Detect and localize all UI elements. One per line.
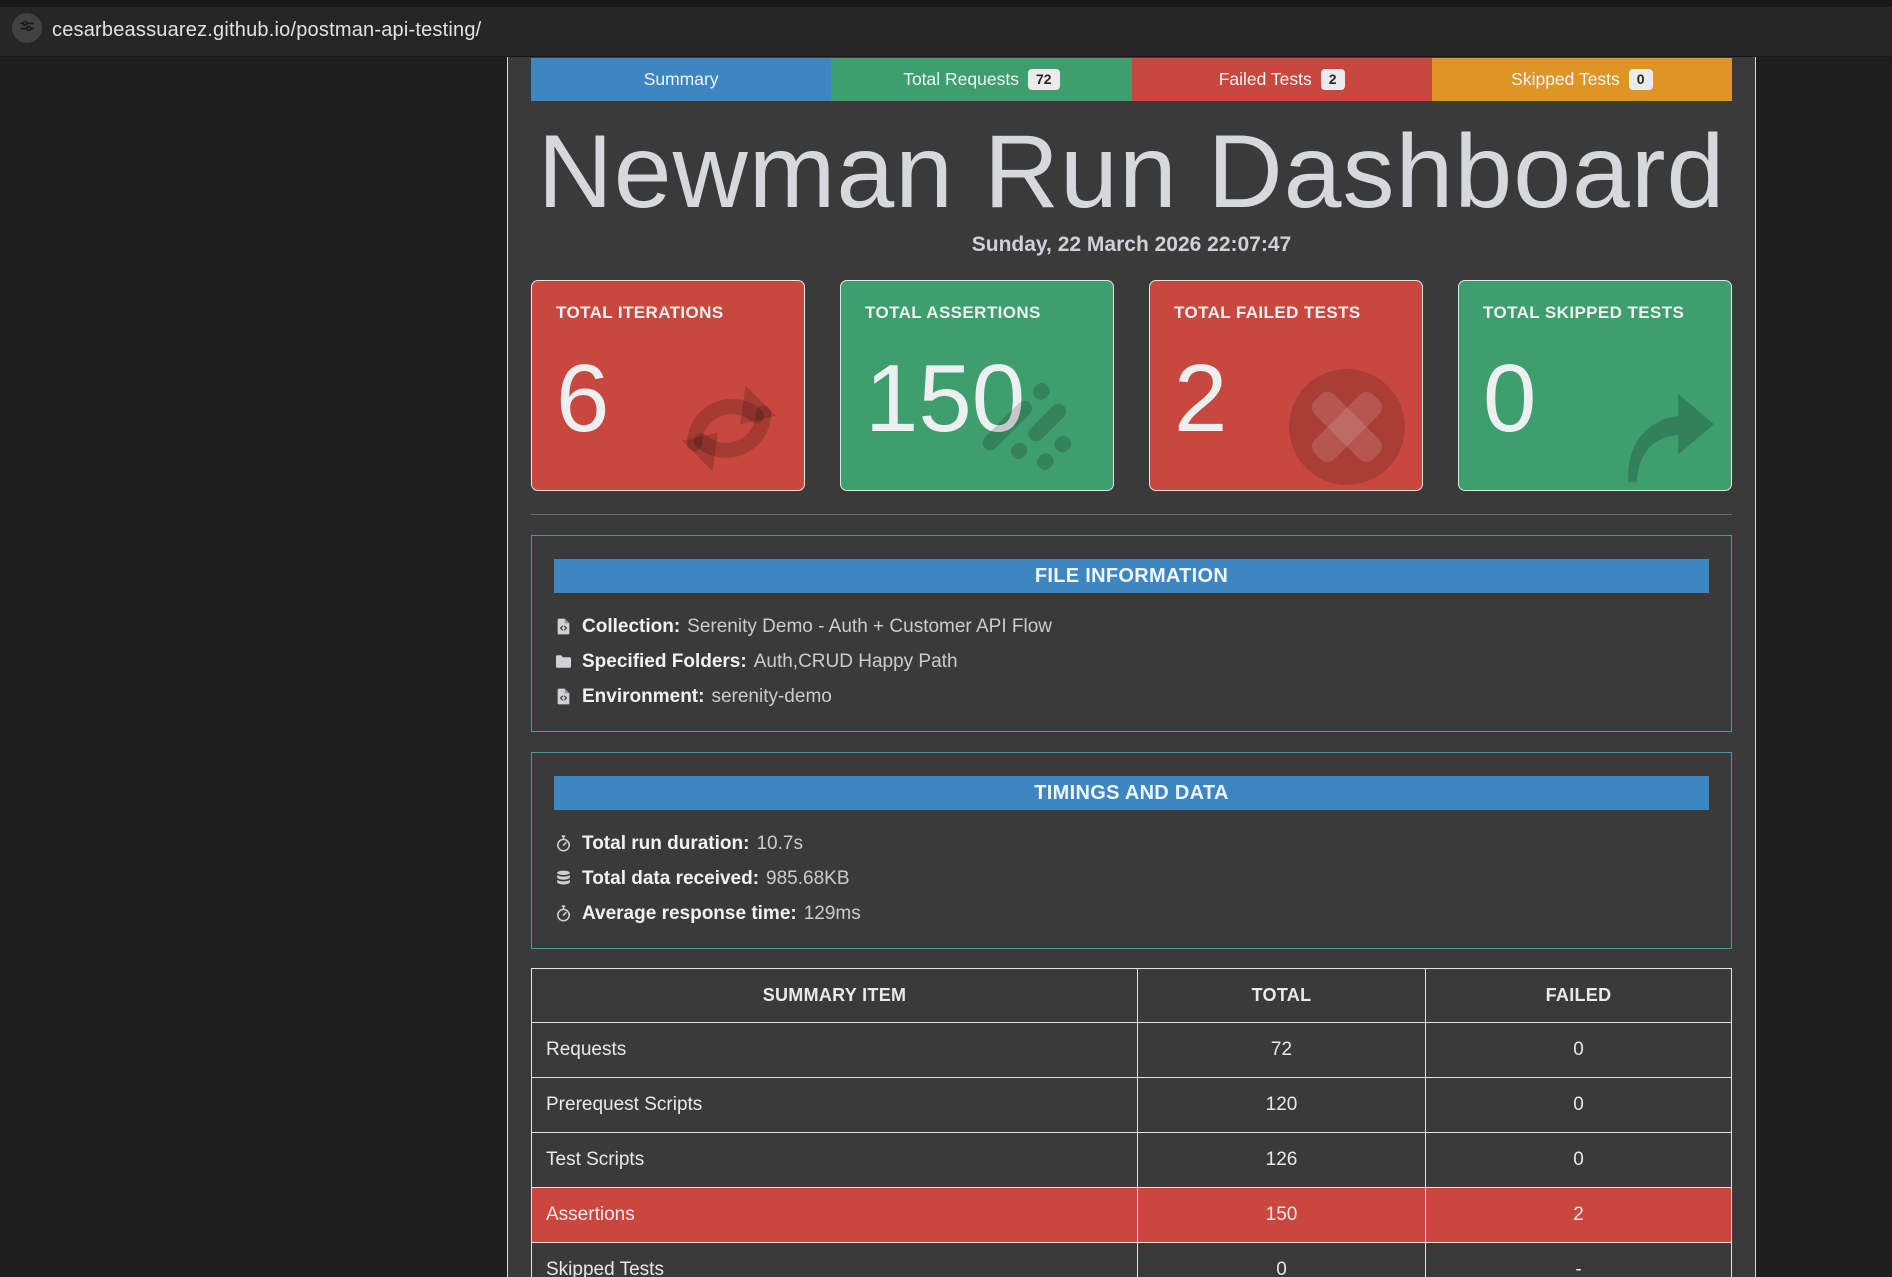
database-icon bbox=[554, 869, 574, 889]
report-tab[interactable]: Total Requests 72 bbox=[831, 58, 1132, 101]
tab-label: Skipped Tests bbox=[1511, 69, 1620, 89]
report-tab[interactable]: Skipped Tests 0 bbox=[1431, 58, 1732, 101]
timings-panel: TIMINGS AND DATA Total run duration: 10.… bbox=[531, 752, 1732, 950]
timing-row: Total data received: 985.68KB bbox=[554, 861, 1709, 896]
timing-label: Total run duration: bbox=[582, 833, 750, 855]
tab-label: Failed Tests bbox=[1218, 69, 1312, 89]
file-information-panel: FILE INFORMATION Collection: Serenity De… bbox=[531, 535, 1732, 733]
report-tab[interactable]: Summary bbox=[531, 58, 832, 101]
timing-row: Average response time: 129ms bbox=[554, 896, 1709, 931]
timing-label: Average response time: bbox=[582, 903, 797, 925]
info-value: serenity-demo bbox=[711, 686, 832, 708]
file-information-row: Specified Folders: Auth,CRUD Happy Path bbox=[554, 644, 1709, 679]
file-information-row: Environment: serenity-demo bbox=[554, 679, 1709, 714]
cell-failed: 2 bbox=[1425, 1187, 1732, 1244]
timing-label: Total data received: bbox=[582, 868, 760, 890]
file-code-icon bbox=[554, 617, 574, 637]
timing-value: 985.68KB bbox=[766, 868, 850, 890]
timing-value: 129ms bbox=[803, 903, 861, 925]
folder-icon bbox=[554, 652, 574, 672]
cell-summary-item: Skipped Tests bbox=[531, 1242, 1138, 1277]
tune-icon bbox=[18, 17, 36, 40]
tab-label: Total Requests bbox=[903, 69, 1019, 89]
file-information-header: FILE INFORMATION bbox=[554, 559, 1709, 594]
cell-summary-item: Assertions bbox=[531, 1187, 1138, 1244]
stat-card-label: TOTAL SKIPPED TESTS bbox=[1483, 303, 1685, 323]
file-code-icon bbox=[554, 687, 574, 707]
timing-row: Total run duration: 10.7s bbox=[554, 826, 1709, 861]
stat-card-value: 2 bbox=[1174, 345, 1228, 453]
table-row: Skipped Tests 0 - bbox=[531, 1242, 1732, 1277]
cell-failed: 0 bbox=[1425, 1077, 1732, 1134]
section-divider bbox=[531, 514, 1732, 516]
table-row: Test Scripts 126 0 bbox=[531, 1132, 1732, 1189]
report-tab[interactable]: Failed Tests 2 bbox=[1131, 58, 1432, 101]
tab-count-badge: 72 bbox=[1027, 69, 1060, 90]
stat-card-label: TOTAL ITERATIONS bbox=[556, 303, 724, 323]
stat-card-value: 150 bbox=[865, 345, 1026, 453]
info-label: Environment: bbox=[582, 686, 705, 708]
tab-count-badge: 0 bbox=[1628, 69, 1653, 90]
stat-card: TOTAL FAILED TESTS 2 bbox=[1149, 280, 1423, 492]
column-header-summary-item: SUMMARY ITEM bbox=[531, 968, 1138, 1024]
cell-summary-item: Prerequest Scripts bbox=[531, 1077, 1138, 1134]
stat-cards-row: TOTAL ITERATIONS 6 TOTAL ASSERTIONS 150 … bbox=[531, 280, 1732, 492]
report-tab-bar: Summary Total Requests 72 Failed Tests 2… bbox=[531, 58, 1732, 101]
page-title: Newman Run Dashboard bbox=[537, 114, 1726, 230]
tab-label: Summary bbox=[643, 69, 719, 89]
stopwatch-icon bbox=[554, 904, 574, 924]
info-label: Specified Folders: bbox=[582, 651, 747, 673]
table-row: Assertions 150 2 bbox=[531, 1187, 1732, 1244]
site-settings-button[interactable] bbox=[12, 13, 42, 43]
stat-card-value: 0 bbox=[1483, 345, 1537, 453]
cell-total: 72 bbox=[1137, 1022, 1426, 1079]
stat-card-label: TOTAL ASSERTIONS bbox=[865, 303, 1041, 323]
timing-value: 10.7s bbox=[756, 833, 803, 855]
stat-card: TOTAL SKIPPED TESTS 0 bbox=[1458, 280, 1732, 492]
browser-address-bar: cesarbeassuarez.github.io/postman-api-te… bbox=[0, 0, 1892, 57]
cell-failed: 0 bbox=[1425, 1132, 1732, 1189]
cell-summary-item: Requests bbox=[531, 1022, 1138, 1079]
stat-card: TOTAL ASSERTIONS 150 bbox=[840, 280, 1114, 492]
cell-total: 120 bbox=[1137, 1077, 1426, 1134]
stat-card: TOTAL ITERATIONS 6 bbox=[531, 280, 805, 492]
table-row: Prerequest Scripts 120 0 bbox=[531, 1077, 1732, 1134]
report-page: Summary Total Requests 72 Failed Tests 2… bbox=[507, 57, 1756, 1277]
stopwatch-icon bbox=[554, 834, 574, 854]
info-value: Serenity Demo - Auth + Customer API Flow bbox=[687, 616, 1053, 638]
timings-header: TIMINGS AND DATA bbox=[554, 776, 1709, 811]
cell-total: 0 bbox=[1137, 1242, 1426, 1277]
cell-total: 150 bbox=[1137, 1187, 1426, 1244]
url-text[interactable]: cesarbeassuarez.github.io/postman-api-te… bbox=[52, 18, 482, 41]
window-top-edge bbox=[0, 0, 1892, 7]
info-value: Auth,CRUD Happy Path bbox=[753, 651, 958, 673]
run-date: Sunday, 22 March 2026 22:07:47 bbox=[971, 233, 1292, 257]
column-header-failed: FAILED bbox=[1425, 968, 1732, 1024]
cell-summary-item: Test Scripts bbox=[531, 1132, 1138, 1189]
info-label: Collection: bbox=[582, 616, 681, 638]
summary-table: SUMMARY ITEM TOTAL FAILED Requests 72 0 … bbox=[531, 968, 1732, 1277]
tab-count-badge: 2 bbox=[1320, 69, 1345, 90]
table-row: Requests 72 0 bbox=[531, 1022, 1732, 1079]
cell-failed: - bbox=[1425, 1242, 1732, 1277]
stat-card-value: 6 bbox=[556, 345, 610, 453]
cell-failed: 0 bbox=[1425, 1022, 1732, 1079]
stat-card-label: TOTAL FAILED TESTS bbox=[1174, 303, 1361, 323]
cell-total: 126 bbox=[1137, 1132, 1426, 1189]
column-header-total: TOTAL bbox=[1137, 968, 1426, 1024]
file-information-row: Collection: Serenity Demo - Auth + Custo… bbox=[554, 609, 1709, 644]
summary-table-header-row: SUMMARY ITEM TOTAL FAILED bbox=[531, 968, 1732, 1024]
